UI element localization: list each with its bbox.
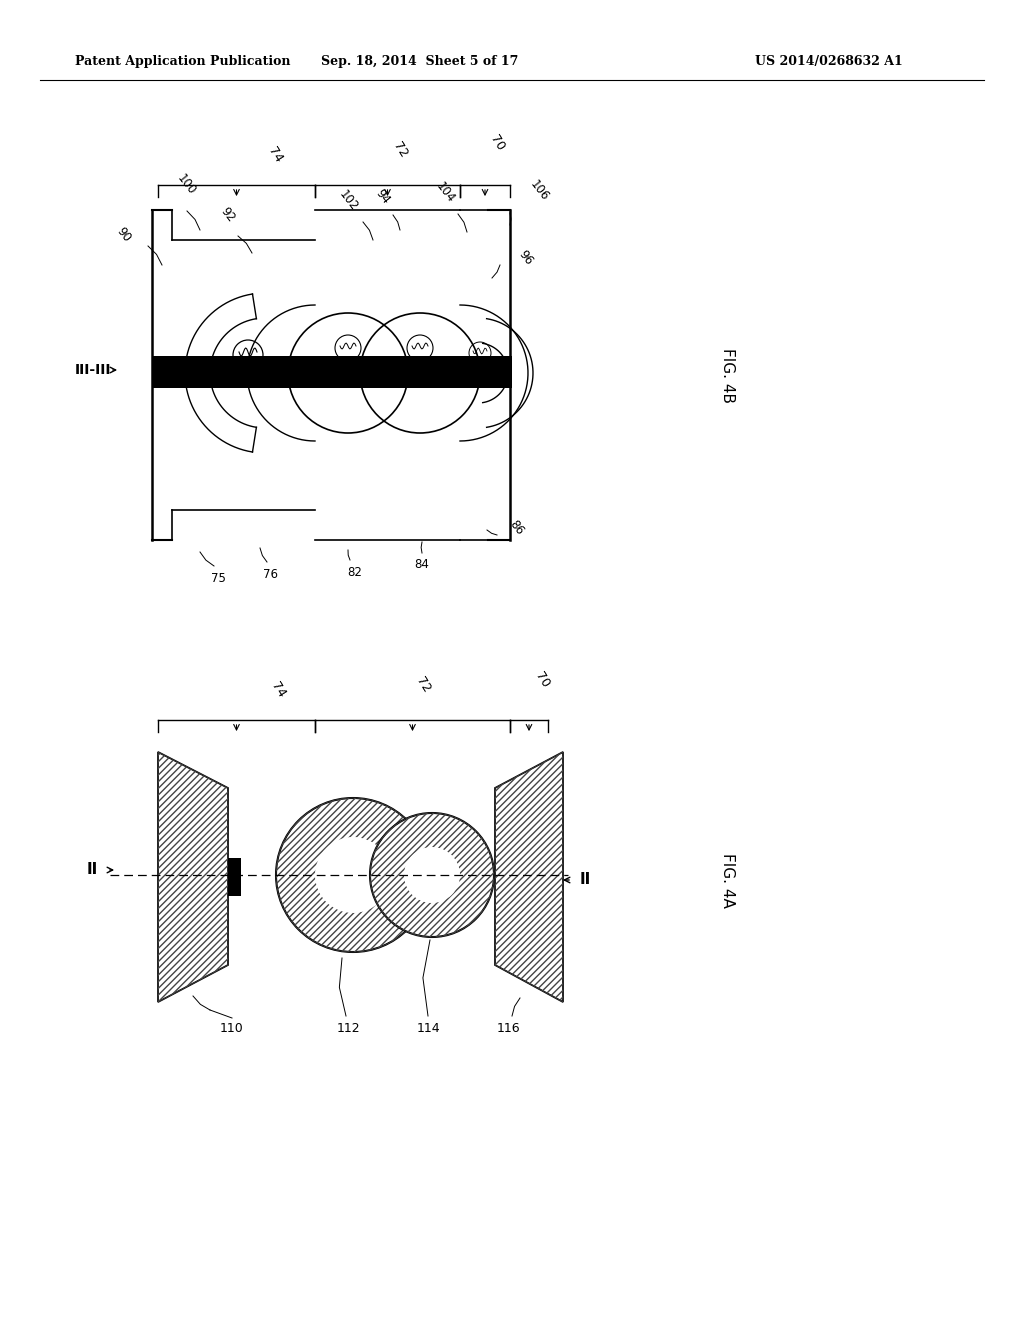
Text: 74: 74 (268, 680, 288, 700)
Text: 100: 100 (174, 172, 198, 197)
Text: FIG. 4B: FIG. 4B (720, 347, 735, 403)
Text: 90: 90 (114, 226, 133, 246)
Text: 86: 86 (507, 519, 526, 537)
Text: 84: 84 (415, 558, 429, 572)
Text: Patent Application Publication: Patent Application Publication (75, 55, 291, 69)
Text: US 2014/0268632 A1: US 2014/0268632 A1 (755, 55, 903, 69)
Text: 110: 110 (220, 1022, 244, 1035)
Text: 76: 76 (262, 568, 278, 581)
Text: 92: 92 (218, 205, 238, 224)
Text: III-III: III-III (75, 363, 112, 378)
Text: Sep. 18, 2014  Sheet 5 of 17: Sep. 18, 2014 Sheet 5 of 17 (322, 55, 519, 69)
Text: 75: 75 (211, 572, 225, 585)
Text: 70: 70 (487, 133, 507, 153)
Text: II: II (580, 873, 591, 887)
Bar (152, 356, 512, 388)
Text: 70: 70 (532, 669, 552, 690)
Text: 102: 102 (336, 187, 360, 213)
Text: 96: 96 (516, 248, 536, 268)
Polygon shape (158, 752, 228, 1002)
Polygon shape (495, 752, 563, 1002)
Text: 114: 114 (416, 1022, 440, 1035)
Text: 72: 72 (390, 140, 410, 160)
Text: 82: 82 (347, 566, 362, 579)
Text: 74: 74 (265, 145, 285, 165)
Text: FIG. 4A: FIG. 4A (720, 853, 735, 907)
Text: 104: 104 (433, 180, 457, 205)
Circle shape (404, 847, 460, 903)
Text: 116: 116 (497, 1022, 520, 1035)
Text: 94: 94 (374, 187, 393, 207)
Text: 72: 72 (414, 675, 433, 696)
Circle shape (370, 813, 494, 937)
Text: 106: 106 (527, 177, 551, 203)
Text: II: II (86, 862, 97, 878)
Text: 112: 112 (336, 1022, 359, 1035)
Bar (228, 858, 241, 896)
Circle shape (315, 837, 391, 913)
Circle shape (276, 799, 430, 952)
